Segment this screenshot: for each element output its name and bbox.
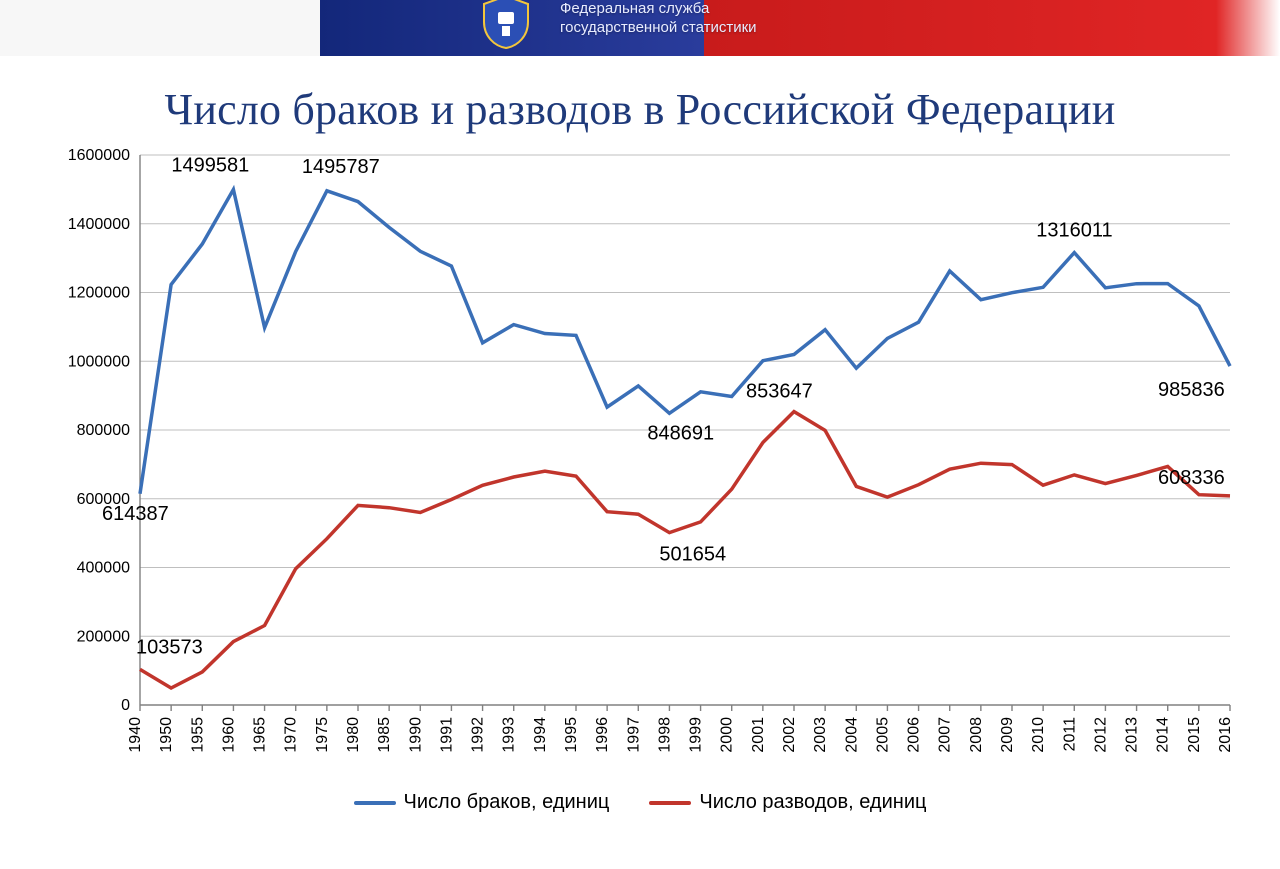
chart-container: 0200000400000600000800000100000012000001… <box>40 145 1240 785</box>
svg-text:103573: 103573 <box>136 636 203 658</box>
svg-text:1960: 1960 <box>220 717 237 753</box>
agency-name: Федеральная служба государственной стати… <box>560 0 757 38</box>
svg-text:501654: 501654 <box>659 544 726 566</box>
svg-text:1992: 1992 <box>470 717 487 753</box>
svg-text:1997: 1997 <box>625 717 642 753</box>
svg-text:1970: 1970 <box>283 717 300 753</box>
legend-swatch <box>354 801 396 805</box>
svg-text:853647: 853647 <box>746 381 813 403</box>
svg-text:2008: 2008 <box>968 717 985 753</box>
svg-text:1998: 1998 <box>656 717 673 753</box>
agency-line2: государственной статистики <box>560 19 757 38</box>
svg-text:1999: 1999 <box>688 717 705 753</box>
svg-text:1955: 1955 <box>189 717 206 753</box>
page-title: Число браков и разводов в Российской Фед… <box>0 84 1280 135</box>
svg-text:200000: 200000 <box>77 628 130 645</box>
svg-text:1600000: 1600000 <box>68 147 130 164</box>
svg-text:608336: 608336 <box>1158 467 1225 489</box>
svg-text:614387: 614387 <box>102 503 169 525</box>
svg-text:1400000: 1400000 <box>68 216 130 233</box>
svg-text:2004: 2004 <box>843 717 860 753</box>
legend: Число браков, единиц Число разводов, еди… <box>0 791 1280 814</box>
svg-text:2006: 2006 <box>906 717 923 753</box>
svg-text:1994: 1994 <box>532 717 549 753</box>
svg-text:1993: 1993 <box>501 717 518 753</box>
legend-swatch <box>649 801 691 805</box>
svg-text:1200000: 1200000 <box>68 285 130 302</box>
svg-text:1316011: 1316011 <box>1036 220 1112 242</box>
svg-text:1980: 1980 <box>345 717 362 753</box>
svg-text:1991: 1991 <box>438 717 455 753</box>
svg-text:2000: 2000 <box>719 717 736 753</box>
emblem-icon <box>478 0 534 50</box>
svg-text:2014: 2014 <box>1155 717 1172 753</box>
svg-text:2012: 2012 <box>1092 717 1109 753</box>
svg-text:1000000: 1000000 <box>68 353 130 370</box>
header-band: Федеральная служба государственной стати… <box>0 0 1280 56</box>
svg-text:2007: 2007 <box>937 717 954 753</box>
svg-text:2001: 2001 <box>750 717 767 753</box>
svg-text:1985: 1985 <box>376 717 393 753</box>
svg-text:1499581: 1499581 <box>171 155 249 177</box>
svg-text:848691: 848691 <box>647 422 714 444</box>
svg-text:2015: 2015 <box>1186 717 1203 753</box>
svg-text:1995: 1995 <box>563 717 580 753</box>
legend-label: Число разводов, единиц <box>699 791 926 814</box>
line-chart: 0200000400000600000800000100000012000001… <box>40 145 1240 785</box>
legend-label: Число браков, единиц <box>404 791 610 814</box>
svg-text:1495787: 1495787 <box>302 156 380 178</box>
agency-line1: Федеральная служба <box>560 0 757 19</box>
svg-text:985836: 985836 <box>1158 379 1225 401</box>
svg-text:2013: 2013 <box>1124 717 1141 753</box>
svg-text:800000: 800000 <box>77 422 130 439</box>
svg-text:0: 0 <box>121 697 130 714</box>
svg-text:2009: 2009 <box>999 717 1016 753</box>
svg-text:1965: 1965 <box>252 717 269 753</box>
svg-text:2010: 2010 <box>1030 717 1047 753</box>
legend-item-divorces: Число разводов, единиц <box>649 791 926 814</box>
svg-text:2011: 2011 <box>1061 717 1078 752</box>
svg-text:2016: 2016 <box>1217 717 1234 753</box>
svg-text:1990: 1990 <box>407 717 424 753</box>
svg-text:400000: 400000 <box>77 560 130 577</box>
svg-text:1996: 1996 <box>594 717 611 753</box>
svg-text:2005: 2005 <box>874 717 891 753</box>
svg-text:2003: 2003 <box>812 717 829 753</box>
svg-text:2002: 2002 <box>781 717 798 753</box>
svg-text:1975: 1975 <box>314 717 331 753</box>
legend-item-marriages: Число браков, единиц <box>354 791 610 814</box>
svg-text:1940: 1940 <box>127 717 144 753</box>
svg-text:1950: 1950 <box>158 717 175 753</box>
